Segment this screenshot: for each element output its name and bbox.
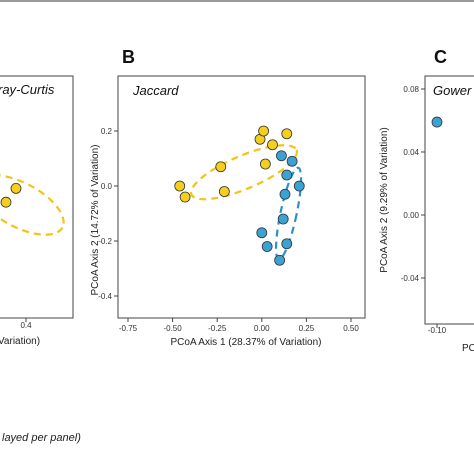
panel-b-letter: B <box>122 47 135 67</box>
panel-b-y-tick-label-1: -0.2 <box>98 237 112 246</box>
panel-a: ray-Curtis 0.4 Variation) <box>0 75 74 347</box>
panel-a-ellipse-yellow <box>0 174 65 236</box>
panel-a-x-axis-label: Variation) <box>0 336 40 347</box>
panel-a-title: ray-Curtis <box>0 82 55 97</box>
panel-b-point-yellow-7 <box>267 139 278 151</box>
panel-b-frame <box>117 75 366 319</box>
panel-c-letter: C <box>434 47 447 67</box>
panel-b-x-axis-label: PCoA Axis 1 (28.37% of Variation) <box>170 337 321 348</box>
panel-b-point-blue-2 <box>293 180 305 192</box>
panel-a-x-tick: 0.4 <box>20 321 32 330</box>
panel-b-ellipse-yellow <box>189 144 299 201</box>
panel-b-point-blue-6 <box>256 227 268 239</box>
panel-b-point-blue-3 <box>281 169 293 181</box>
panel-c-y-axis-label: PCoA Axis 2 (9.29% of Variation) <box>379 127 390 272</box>
panel-c-x-axis-label: PC <box>462 343 474 354</box>
panel-b-point-yellow-6 <box>259 158 271 170</box>
top-divider <box>0 0 474 2</box>
panel-b-x-tick-label-0: -0.75 <box>119 324 138 333</box>
panel-b-point-blue-9 <box>274 254 286 266</box>
panel-b-point-blue-7 <box>261 241 273 252</box>
panel-b-point-yellow-8 <box>281 128 293 140</box>
panel-b-x-tick-label-1: -0.50 <box>163 324 182 333</box>
panel-b-y-tick-label-0: -0.4 <box>98 292 112 301</box>
panel-c: C Gower 0.08 0.04 0.00 -0.04 -0.10 PC PCoA … <box>379 47 474 354</box>
panel-b-point-blue-8 <box>281 238 293 250</box>
panel-b-point-blue-5 <box>277 213 289 225</box>
panel-c-x-tick: -0.10 <box>428 326 447 335</box>
panel-b-point-yellow-3 <box>218 186 230 197</box>
panel-c-frame <box>424 75 474 325</box>
panel-b-marks <box>174 125 305 266</box>
panel-b: B Jaccard -0.75 -0.50 -0.25 0.00 0.25 0.50-0.… <box>90 47 366 348</box>
panel-b-y-axis-label: PCoA Axis 2 (14.72% of Variation) <box>90 144 101 295</box>
panel-c-y-tick-label-3: -0.04 <box>401 274 420 283</box>
panel-b-point-blue-0 <box>276 150 287 162</box>
panel-a-frame <box>0 75 74 319</box>
panel-b-point-blue-4 <box>279 188 291 200</box>
panel-c-title: Gower <box>433 83 472 98</box>
panel-a-point-yellow-1 <box>0 196 12 208</box>
panel-b-y-tick-label-3: 0.2 <box>101 127 113 136</box>
panel-b-x-tick-label-2: -0.25 <box>208 324 227 333</box>
panel-b-x-tick-label-3: 0.00 <box>254 324 270 333</box>
panel-b-point-blue-1 <box>286 155 298 167</box>
panel-c-y-tick-label-0: 0.08 <box>403 85 419 94</box>
figure-caption-fragment: layed per panel) <box>2 432 81 444</box>
panel-c-y-tick-label-1: 0.04 <box>403 148 419 157</box>
panel-b-point-yellow-5 <box>258 125 269 137</box>
panel-b-y-tick-label-2: 0.0 <box>101 182 113 191</box>
panel-b-x-tick-label-4: 0.25 <box>299 324 315 333</box>
panel-b-ticks: -0.75 -0.50 -0.25 0.00 0.25 0.50 -0.4 -0.2 0.0 0.… <box>98 127 359 333</box>
panel-b-point-yellow-0 <box>174 180 186 192</box>
panel-c-marks <box>431 116 443 128</box>
panel-c-ticks: 0.08 0.04 0.00 -0.04 <box>401 85 438 328</box>
panel-b-point-yellow-2 <box>215 161 227 173</box>
panel-b-point-yellow-1 <box>179 191 191 203</box>
panel-c-point-blue-0 <box>431 116 443 128</box>
panel-c-y-tick-label-2: 0.00 <box>403 211 419 220</box>
panel-b-x-tick-label-5: 0.50 <box>343 324 359 333</box>
panel-a-point-yellow-0 <box>10 182 22 194</box>
panel-a-marks <box>0 174 65 322</box>
panel-b-title: Jaccard <box>132 83 179 98</box>
